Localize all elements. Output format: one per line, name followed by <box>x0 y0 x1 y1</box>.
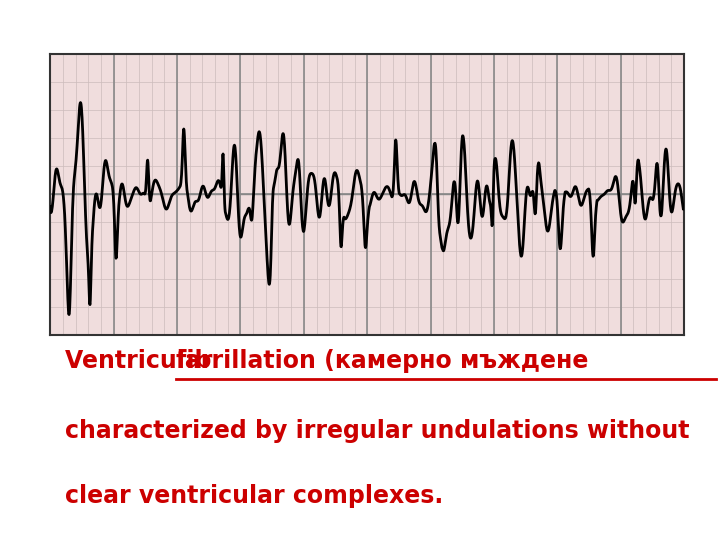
Text: Ventricular: Ventricular <box>65 349 220 373</box>
Text: fibrillation (камерно мъждене: fibrillation (камерно мъждене <box>176 349 589 373</box>
Text: characterized by irregular undulations without: characterized by irregular undulations w… <box>65 419 689 443</box>
Text: clear ventricular complexes.: clear ventricular complexes. <box>65 484 443 508</box>
